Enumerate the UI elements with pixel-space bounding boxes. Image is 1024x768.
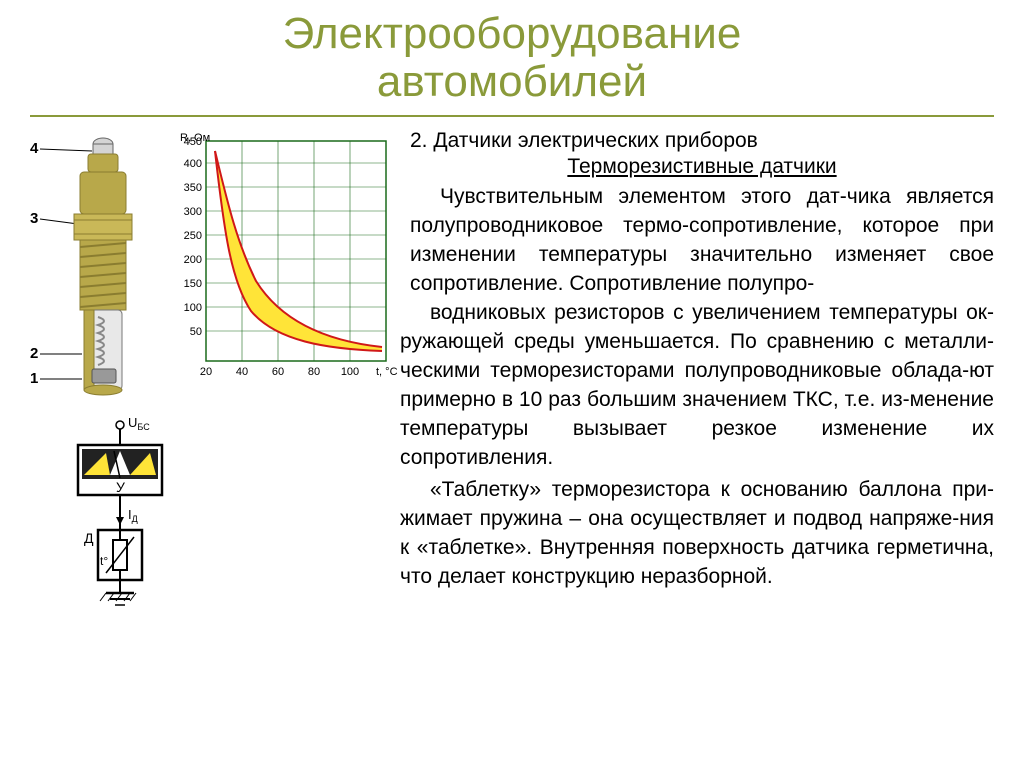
svg-text:300: 300 <box>184 206 202 218</box>
svg-text:100: 100 <box>184 302 202 314</box>
resistance-temperature-chart: 450 400 350 300 250 200 150 100 50 R, Ом… <box>168 129 398 389</box>
svg-text:400: 400 <box>184 158 202 170</box>
figures-column: 4 3 2 1 <box>30 129 400 620</box>
callout-4: 4 <box>30 140 39 157</box>
svg-text:50: 50 <box>190 326 202 338</box>
circuit-y-label: У <box>116 479 125 495</box>
circuit-u-label: UБС <box>128 415 150 432</box>
title-rule <box>30 115 994 117</box>
circuit-t-label: t° <box>100 554 108 568</box>
content-area: 4 3 2 1 <box>30 129 994 593</box>
slide: Электрооборудование автомобилей 4 3 2 1 <box>0 0 1024 768</box>
callout-3: 3 <box>30 210 38 227</box>
title-line-1: Электрооборудование <box>283 9 742 58</box>
figure-top-row: 4 3 2 1 <box>30 129 400 409</box>
svg-text:250: 250 <box>184 230 202 242</box>
title-line-2: автомобилей <box>377 57 647 106</box>
callout-1: 1 <box>30 370 38 387</box>
svg-text:80: 80 <box>308 366 320 378</box>
callout-2: 2 <box>30 345 38 362</box>
svg-text:20: 20 <box>200 366 212 378</box>
svg-text:60: 60 <box>272 366 284 378</box>
svg-text:350: 350 <box>184 182 202 194</box>
circuit-d-label: Д <box>84 530 94 546</box>
svg-text:40: 40 <box>236 366 248 378</box>
chart-ylabel: R, Ом <box>180 132 210 144</box>
circuit-i-label: IД <box>128 507 138 524</box>
svg-text:150: 150 <box>184 278 202 290</box>
svg-text:100: 100 <box>341 366 359 378</box>
page-title: Электрооборудование автомобилей <box>30 10 994 107</box>
circuit-diagram: UБС У IД Д <box>50 415 190 615</box>
svg-text:200: 200 <box>184 254 202 266</box>
chart-xlabel: t, °C <box>376 366 398 378</box>
sensor-diagram: 4 3 2 1 <box>30 129 160 409</box>
